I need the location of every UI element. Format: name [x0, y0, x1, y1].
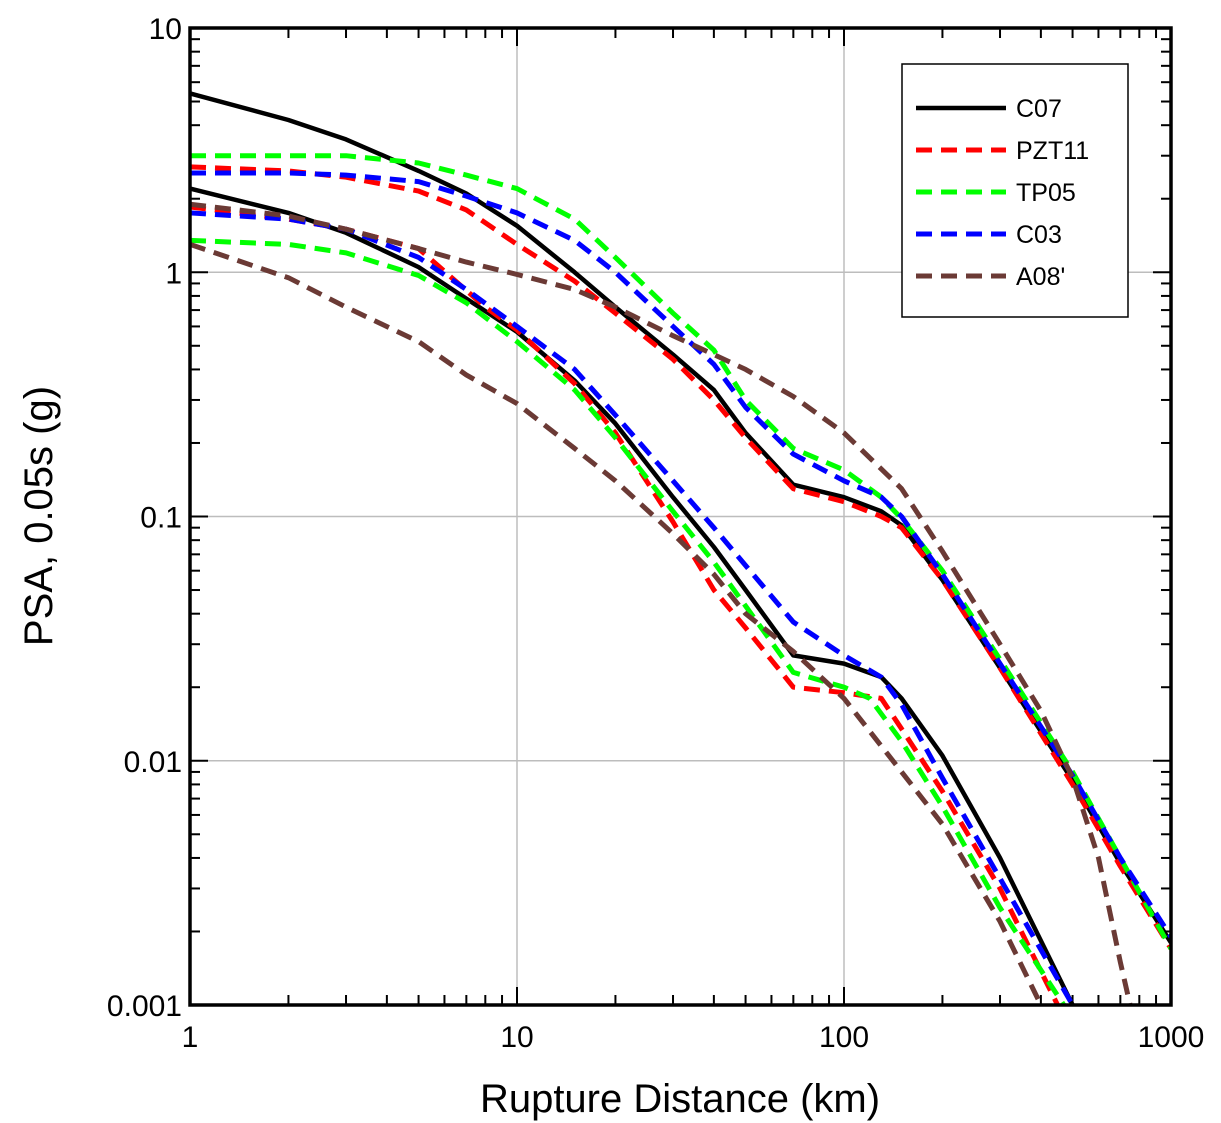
y-tick-label: 0.001 — [107, 990, 182, 1023]
series-line-tp05 — [190, 153, 1171, 950]
series-line-a08 — [190, 201, 1133, 1005]
legend-label-pzt11: PZT11 — [1016, 137, 1089, 165]
x-tick-labels: 1 10 100 1000 — [182, 1021, 1205, 1054]
y-tick-label: 1 — [165, 257, 182, 290]
x-tick-label: 100 — [819, 1021, 869, 1054]
legend-label-a08: A08' — [1016, 263, 1065, 291]
x-axis-label: Rupture Distance (km) — [480, 1077, 880, 1121]
legend-label-tp05: TP05 — [1016, 179, 1076, 207]
y-tick-label: 10 — [149, 13, 182, 46]
series-line-pzt11 — [190, 164, 1171, 951]
series-group — [190, 91, 1171, 1005]
legend: C07 PZT11 TP05 C03 A08' — [901, 63, 1129, 318]
legend-label-c03: C03 — [1016, 221, 1062, 249]
plot-frame — [188, 26, 1173, 1007]
x-tick-label: 1000 — [1138, 1021, 1205, 1054]
x-tick-label: 1 — [182, 1021, 199, 1054]
legend-label-c07: C07 — [1016, 95, 1062, 123]
series-line-c03 — [190, 210, 1075, 1005]
legend-box — [901, 63, 1129, 318]
y-tick-labels: 0.001 0.01 0.1 1 10 — [107, 13, 182, 1023]
y-tick-label: 0.01 — [124, 746, 182, 779]
x-tick-label: 10 — [500, 1021, 533, 1054]
series-line-pzt11 — [190, 204, 1060, 1005]
series-line-c03 — [190, 170, 1171, 939]
y-tick-label: 0.1 — [140, 502, 182, 535]
y-axis-label: PSA, 0.05s (g) — [17, 386, 61, 646]
series-line-c07 — [190, 186, 1075, 1005]
series-line-tp05 — [190, 237, 1066, 1005]
